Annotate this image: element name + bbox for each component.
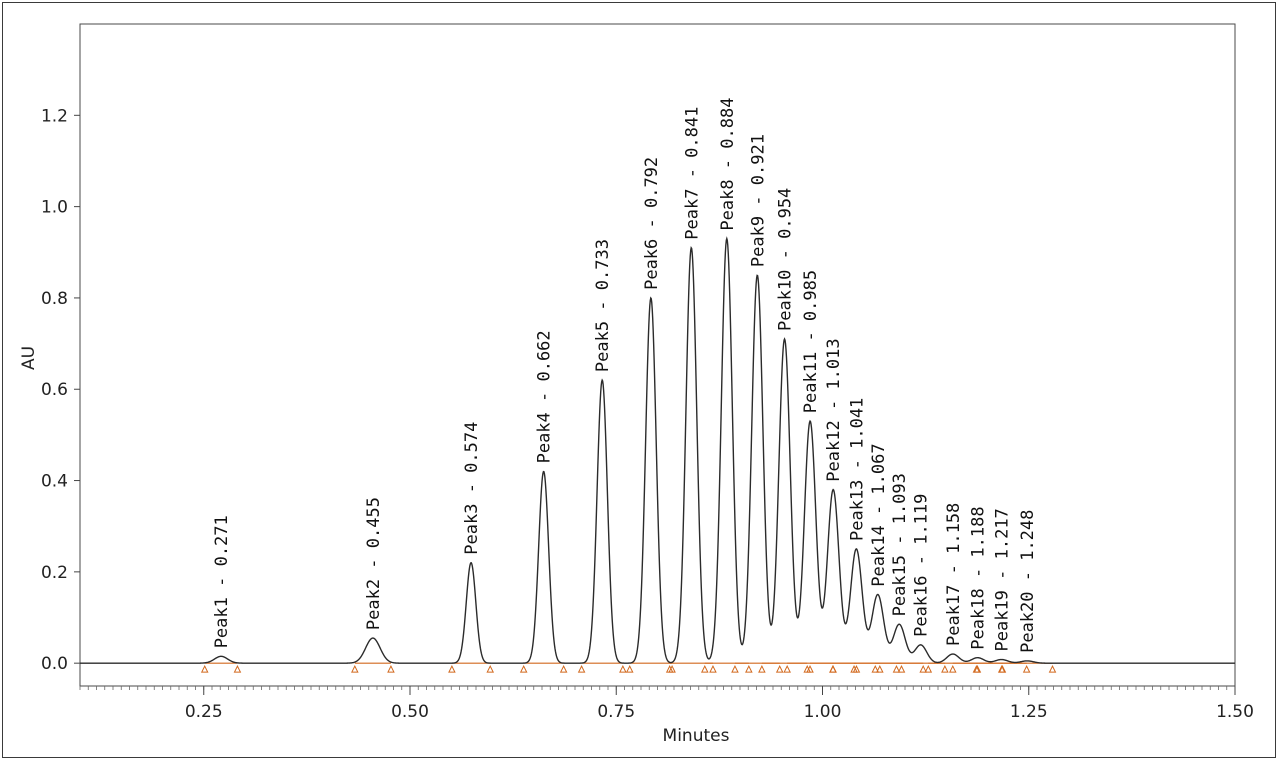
x-minor-ticks	[79, 686, 1236, 690]
y-axis-label: AU	[19, 346, 39, 370]
integration-marker	[997, 665, 1006, 673]
y-tick-label: 1.0	[41, 198, 68, 218]
peak-label: Peak2 - 0.455	[364, 497, 384, 630]
peak-label: Peak8 - 0.884	[718, 98, 738, 231]
integration-marker	[924, 665, 933, 673]
x-tick-label: 0.75	[597, 702, 635, 722]
x-tick-label: 0.50	[391, 702, 429, 722]
x-tick-label: 1.50	[1216, 702, 1254, 722]
peak-label: Peak15 - 1.093	[890, 473, 910, 616]
integration-marker	[709, 665, 717, 673]
integration-marker	[351, 665, 359, 673]
peak-label: Peak17 - 1.158	[944, 503, 964, 646]
y-tick-label: 0.2	[41, 563, 68, 583]
y-tick-label: 0.0	[41, 654, 68, 674]
peak-label: Peak3 - 0.574	[462, 422, 482, 555]
integration-marker	[387, 665, 395, 673]
peak-label: Peak16 - 1.119	[912, 494, 932, 637]
integration-marker	[200, 665, 209, 673]
peak-label: Peak6 - 0.792	[642, 157, 662, 290]
peak-label: Peak18 - 1.188	[969, 506, 989, 649]
y-tick-label: 1.2	[41, 106, 68, 126]
peak-label: Peak10 - 0.954	[776, 188, 796, 331]
peak-label: Peak11 - 0.985	[801, 270, 821, 413]
peak-label: Peak19 - 1.217	[993, 508, 1013, 651]
peak-label: Peak20 - 1.248	[1018, 510, 1038, 653]
integration-marker	[625, 665, 634, 673]
integration-marker	[577, 665, 586, 673]
peak-label: Peak13 - 1.041	[847, 398, 867, 541]
peak-label: Peak4 - 0.662	[535, 330, 555, 463]
integration-marker	[897, 665, 906, 673]
chromatogram-trace	[80, 236, 1235, 664]
integration-marker	[775, 665, 784, 673]
integration-marker	[1022, 665, 1031, 673]
integration-marker	[758, 665, 766, 673]
peak-label: Peak9 - 0.921	[748, 134, 768, 267]
integration-marker	[559, 665, 568, 673]
x-axis-label: Minutes	[663, 726, 730, 746]
integration-marker	[731, 665, 739, 673]
x-tick-label: 1.25	[1010, 702, 1048, 722]
axis-ticks: 0.25 0.50 0.75 1.00 1.25 1.50 0.0 0.2 0.4 0.6 0.8 1…	[41, 106, 1254, 722]
integration-marker	[619, 665, 627, 673]
integration-marker	[665, 665, 674, 673]
peak-label: Peak12 - 1.013	[824, 338, 844, 481]
integration-marker	[1048, 665, 1057, 673]
integration-marker	[892, 665, 901, 673]
x-tick-label: 1.00	[804, 702, 842, 722]
integration-marker	[448, 665, 456, 673]
baseline-layer	[200, 662, 1057, 673]
x-tick-label: 0.25	[185, 702, 223, 722]
integration-marker	[871, 665, 880, 673]
integration-marker	[948, 665, 957, 673]
peak-labels: Peak1 - 0.271 Peak2 - 0.455 Peak3 - 0.574 P…	[212, 98, 1038, 653]
plot-area	[79, 23, 1236, 687]
integration-marker	[233, 665, 242, 673]
peak-label: Peak14 - 1.067	[869, 443, 889, 586]
integration-marker	[919, 665, 927, 673]
integration-marker	[941, 665, 949, 673]
integration-marker	[829, 665, 837, 673]
integration-marker	[486, 665, 495, 673]
integration-marker	[519, 665, 528, 673]
integration-marker	[783, 665, 791, 673]
peak-label: Peak5 - 0.733	[593, 239, 613, 372]
integration-marker	[745, 665, 753, 673]
integration-marker	[875, 665, 884, 673]
peak-label: Peak7 - 0.841	[682, 107, 702, 240]
integration-marker	[700, 665, 709, 673]
y-tick-label: 0.6	[41, 380, 68, 400]
integration-marker	[806, 665, 814, 673]
integration-marker	[850, 665, 858, 673]
peak-label: Peak1 - 0.271	[212, 515, 232, 648]
y-tick-label: 0.8	[41, 289, 68, 309]
integration-marker	[972, 665, 981, 673]
y-tick-label: 0.4	[41, 472, 68, 492]
